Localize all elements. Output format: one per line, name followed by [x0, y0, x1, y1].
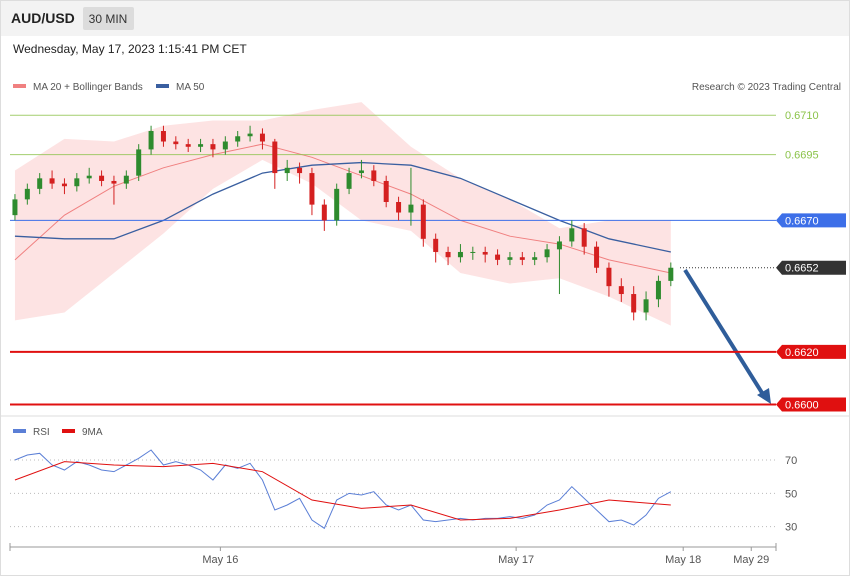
- bollinger-band: [14, 102, 671, 326]
- y-tick-label: 50: [785, 488, 797, 500]
- credit: Research © 2023 Trading Central: [692, 82, 841, 93]
- candle-body: [173, 141, 179, 145]
- candle-body: [519, 257, 525, 260]
- legend-label: MA 20 + Bollinger Bands: [33, 82, 143, 93]
- candle-body: [383, 180, 389, 202]
- candle-body: [556, 241, 562, 250]
- candle-body: [37, 178, 43, 189]
- legend-swatch: [156, 84, 169, 88]
- level-label: 0.6695: [785, 150, 819, 162]
- candle-body: [470, 251, 476, 253]
- timestamp: Wednesday, May 17, 2023 1:15:41 PM CET: [13, 42, 247, 56]
- candle-body: [309, 173, 315, 205]
- candle-body: [185, 144, 191, 147]
- header-bar: [1, 1, 849, 36]
- candle-body: [198, 144, 204, 147]
- candle-body: [297, 167, 303, 174]
- indicator-line: [14, 461, 671, 521]
- candle-body: [12, 199, 18, 216]
- x-tick-label: May 29: [733, 554, 769, 566]
- level-label: 0.6600: [785, 399, 819, 411]
- rsi-panel: 30 50 70 RSI 9MA: [10, 427, 797, 534]
- candle-body: [210, 144, 216, 150]
- level-label: 0.6710: [785, 110, 819, 122]
- candle-body: [594, 246, 600, 268]
- candle-body: [235, 136, 241, 142]
- candle-body: [99, 175, 105, 181]
- x-tick-label: May 17: [498, 554, 534, 566]
- candle-body: [569, 228, 575, 242]
- candle-body: [668, 267, 674, 281]
- candle-body: [346, 173, 352, 189]
- price-panel: MA 20 + Bollinger Bands MA 50 0.6710 0.6695…: [9, 82, 846, 566]
- interval[interactable]: 30 MIN: [89, 12, 128, 26]
- candle-body: [86, 175, 92, 179]
- candle-body: [532, 257, 538, 260]
- legend-label: RSI: [33, 427, 50, 438]
- legend-swatch: [13, 429, 26, 433]
- candle-body: [655, 280, 661, 300]
- candle-body: [420, 204, 426, 239]
- symbol: AUD/USD: [11, 10, 75, 26]
- candle-body: [482, 251, 488, 255]
- candle-body: [358, 170, 364, 174]
- candle-body: [247, 133, 253, 137]
- y-tick-label: 70: [785, 455, 797, 467]
- candle-body: [581, 228, 587, 247]
- level-label: 0.6652: [785, 263, 819, 275]
- candle-body: [74, 178, 80, 187]
- x-tick-label: May 18: [665, 554, 701, 566]
- candle-body: [24, 188, 30, 200]
- candle-body: [284, 167, 290, 174]
- x-tick-label: May 16: [202, 554, 238, 566]
- candle-body: [136, 149, 142, 176]
- level-label: 0.6670: [785, 215, 819, 227]
- level-label-box: [776, 213, 846, 228]
- candle-body: [495, 254, 501, 260]
- forecast-arrowhead: [757, 388, 771, 404]
- candle-body: [222, 141, 228, 150]
- legend-swatch: [13, 84, 26, 88]
- candle-body: [272, 141, 278, 174]
- level-label-box: [776, 344, 846, 359]
- candle-body: [408, 204, 414, 213]
- candle-body: [160, 131, 166, 142]
- candle-body: [259, 133, 265, 142]
- candle-body: [111, 180, 117, 184]
- candle-body: [371, 170, 377, 181]
- candle-body: [643, 299, 649, 313]
- candle-body: [334, 188, 340, 221]
- moving-average: [14, 161, 671, 253]
- forecast-arrow: [683, 268, 766, 398]
- candle-body: [606, 267, 612, 287]
- legend-label: MA 50: [176, 82, 205, 93]
- candle-body: [433, 238, 439, 252]
- legend-label: 9MA: [82, 427, 103, 438]
- candle-body: [49, 178, 55, 184]
- candle-body: [321, 204, 327, 221]
- candle-body: [445, 251, 451, 258]
- moving-average: [14, 143, 671, 274]
- legend-swatch: [62, 429, 75, 433]
- candle-body: [618, 286, 624, 295]
- candle-body: [123, 175, 129, 184]
- level-label-box: [776, 397, 846, 412]
- candle-body: [631, 294, 637, 313]
- level-label-box: [776, 260, 846, 275]
- candle-body: [148, 131, 154, 150]
- candle-body: [457, 251, 463, 258]
- indicator-line: [14, 449, 672, 530]
- interval-button[interactable]: [83, 7, 134, 30]
- candle-body: [396, 202, 402, 213]
- y-tick-label: 30: [785, 522, 797, 534]
- candle-body: [507, 257, 513, 260]
- level-label: 0.6620: [785, 347, 819, 359]
- candle-body: [61, 183, 67, 187]
- candle-body: [544, 249, 550, 258]
